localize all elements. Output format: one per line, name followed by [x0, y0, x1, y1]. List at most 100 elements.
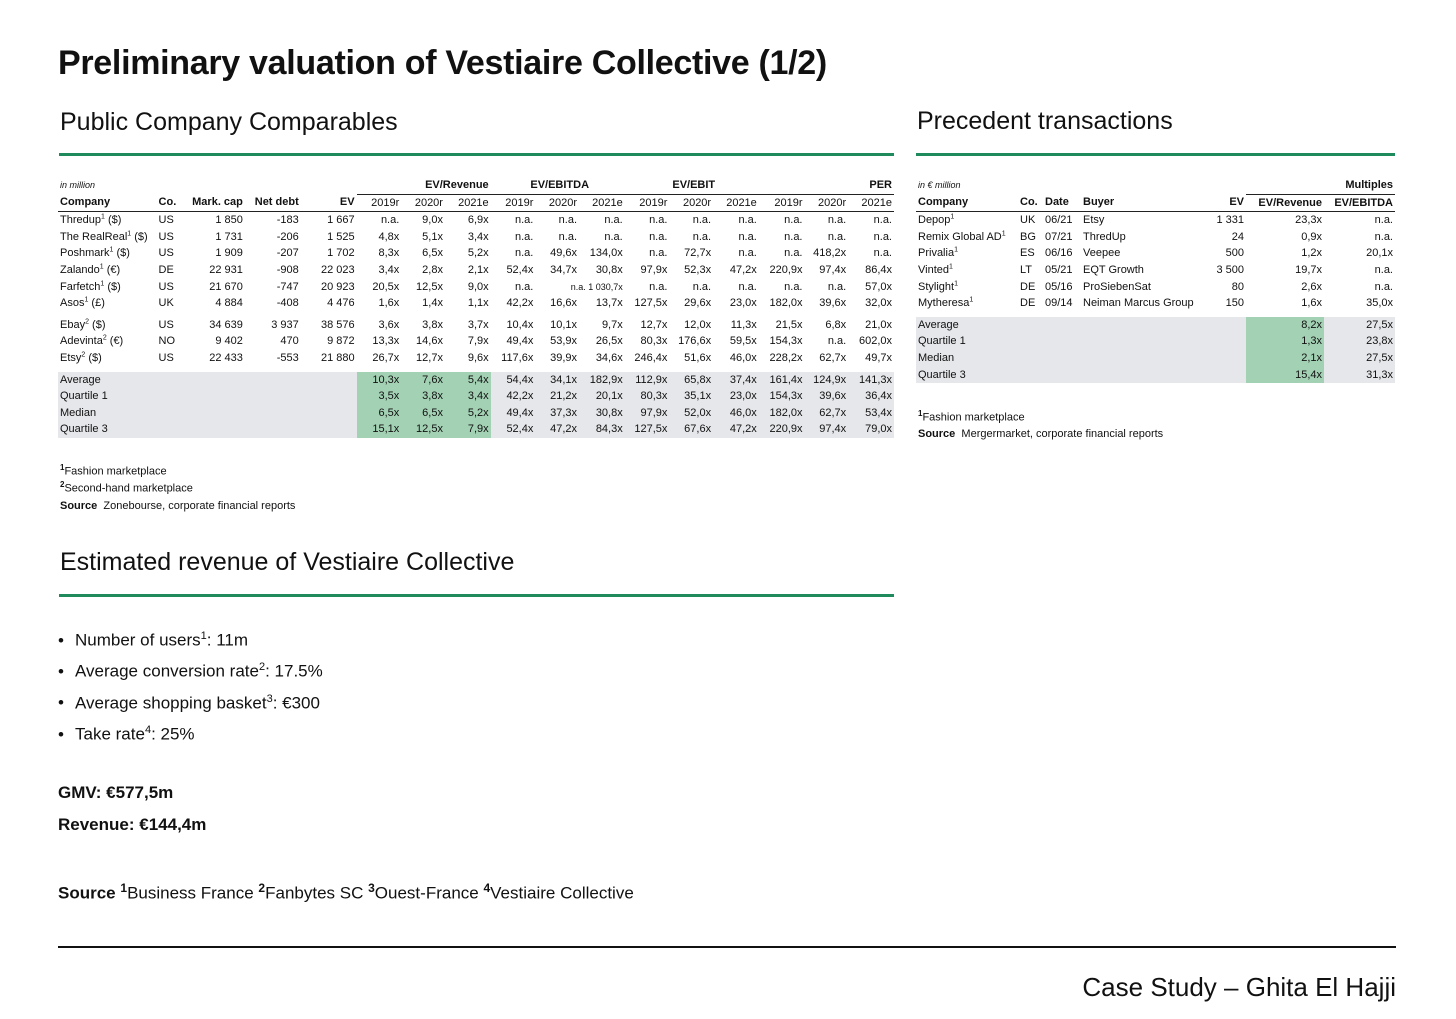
multiple-cell: 12,7x — [416, 351, 443, 364]
revenue-result: Revenue: €144,4m — [58, 815, 207, 834]
multiple-cell: 62,7x — [819, 351, 847, 364]
multiple-cell: n.a. — [515, 214, 534, 227]
ev-revenue-cell: 19,7x — [1295, 263, 1322, 276]
spacer-cell — [1043, 349, 1081, 367]
multiple-cell: 117,6x — [501, 351, 534, 364]
spacer-cell — [156, 371, 190, 389]
comparables-group-header: in million EV/Revenue EV/EBITDA EV/EBIT PER — [58, 177, 894, 195]
multiple-cell: 9,0x — [422, 214, 443, 227]
spacer-cell — [1081, 349, 1206, 367]
stat-multiple-cell: 3,5x — [356, 388, 402, 405]
multiple-cell: 16,6x — [550, 297, 578, 310]
multiple-cell: n.a. — [827, 280, 847, 293]
buyer-cell: Veepee — [1083, 247, 1121, 260]
net-debt-cell: -553 — [276, 351, 299, 364]
country-cell: DE — [158, 263, 174, 276]
stat-row: Quartile 3 15,1x 12,5x 7,9x 52,4x 47,2x 84,3x 1… — [58, 421, 894, 438]
stat-multiple-cell: 10,3x — [356, 371, 402, 389]
multiple-cell: 2,1x — [467, 263, 489, 276]
currency-label: ($) — [88, 318, 106, 331]
spacer-cell — [156, 388, 190, 405]
company-name: Farfetch1 ($) — [58, 279, 157, 296]
net-debt-cell: -408 — [276, 297, 299, 310]
table-row: Ebay2 ($) US 34 639 3 937 38 576 3,6x 3,8x 3,7x… — [58, 317, 894, 334]
ev-ebitda-cell: n.a. — [1374, 230, 1393, 243]
stat-multiple-cell: 35,1x — [669, 388, 714, 405]
spacer-cell — [244, 404, 301, 422]
currency-label: ($) — [85, 351, 102, 364]
column-header: Mark. cap — [189, 194, 245, 213]
company-label: Farfetch — [60, 280, 101, 293]
multiple-cell: n.a. — [558, 214, 578, 227]
ev-cell: 150 — [1225, 297, 1244, 310]
multiple-cell: 32,0x — [865, 297, 892, 310]
multiple-cell: 602,0x — [858, 335, 892, 348]
multiple-cell: n.a. — [873, 247, 892, 260]
multiple-cell: 12,7x — [640, 318, 668, 331]
stat-multiple-cell: 7,6x — [401, 371, 445, 389]
net-debt-cell: -908 — [276, 263, 299, 276]
spacer-cell — [1081, 366, 1206, 384]
group-label: EV/Revenue — [356, 177, 491, 195]
stat-multiple-cell: 36,4x — [848, 388, 894, 405]
precedent-table: in € million Multiples Company Co. Date Buyer… — [916, 177, 1395, 384]
company-name: Etsy2 ($) — [58, 350, 157, 367]
multiple-cell: 6,9x — [467, 214, 489, 227]
multiple-cell: n.a. — [515, 247, 534, 260]
year-header: 2021e — [848, 194, 894, 213]
multiple-cell: n.a. — [604, 214, 623, 227]
currency-label: (€) — [103, 263, 121, 276]
market-cap-cell: 34 639 — [209, 318, 243, 331]
multiple-cell: 12,5x — [416, 280, 443, 293]
comparables-source: Source Zonebourse, corporate financial r… — [60, 500, 296, 512]
footnote-marker: 1 — [100, 279, 105, 287]
buyer-cell: ProSiebenSat — [1083, 280, 1151, 293]
spacer-cell — [300, 421, 357, 438]
multiple-cell: 29,6x — [684, 297, 712, 310]
company-label: Depop — [918, 214, 951, 227]
country-cell: BG — [1020, 230, 1036, 243]
currency-label: ($) — [104, 214, 122, 227]
country-cell: UK — [1020, 214, 1036, 227]
stat-multiple-cell: 30,8x — [579, 404, 625, 422]
multiple-cell: 10,1x — [550, 318, 578, 331]
stat-multiple-cell: 182,9x — [579, 371, 625, 389]
column-header: Buyer — [1081, 194, 1206, 213]
column-header: Co. — [1018, 194, 1043, 213]
market-cap-cell: 21 670 — [209, 280, 243, 293]
multiple-cell: n.a. — [784, 280, 803, 293]
ev-cell: 1 331 — [1216, 214, 1244, 227]
unit-label: in million — [60, 180, 96, 191]
spacer-cell — [244, 421, 301, 438]
multiple-cell: 49,6x — [550, 247, 578, 260]
stat-multiple-cell: 12,5x — [401, 421, 445, 438]
spacer-cell — [156, 404, 190, 422]
multiple-cell: 13,3x — [372, 335, 400, 348]
buyer-cell: Neiman Marcus Group — [1083, 297, 1194, 310]
stat-multiple-cell: 112,9x — [624, 371, 670, 389]
market-cap-cell: 22 433 — [209, 351, 243, 364]
spacer-cell — [189, 177, 245, 194]
multiple-cell: n.a. — [827, 335, 847, 348]
spacer-cell — [1206, 366, 1246, 384]
footer-rule — [58, 946, 1396, 948]
multiple-cell: 13,7x — [595, 297, 623, 310]
spacer-cell — [1081, 177, 1206, 194]
multiple-cell: 14,6x — [416, 335, 443, 348]
company-label: Poshmark — [60, 247, 110, 260]
year-header: 2020r — [401, 194, 445, 213]
multiple-cell: 154,3x — [769, 335, 803, 348]
footnote-marker: 1 — [109, 246, 114, 254]
multiples-label: Multiples — [1246, 177, 1395, 195]
group-label: EV/EBIT — [624, 177, 759, 195]
stat-multiple-cell: 84,3x — [579, 421, 625, 438]
multiple-cell: 8,3x — [378, 247, 400, 260]
stat-multiple-cell: 46,0x — [713, 404, 759, 422]
multiple-cell: 20,5x — [372, 280, 400, 293]
stat-multiple-cell: 79,0x — [848, 421, 894, 438]
multiple-cell: n.a. — [649, 280, 668, 293]
company-name: Asos1 (£) — [58, 295, 157, 312]
stat-ev-ebitda-cell: 27,5x — [1324, 349, 1395, 367]
country-cell: DE — [1020, 280, 1036, 293]
multiple-cell: 53,9x — [550, 335, 578, 348]
